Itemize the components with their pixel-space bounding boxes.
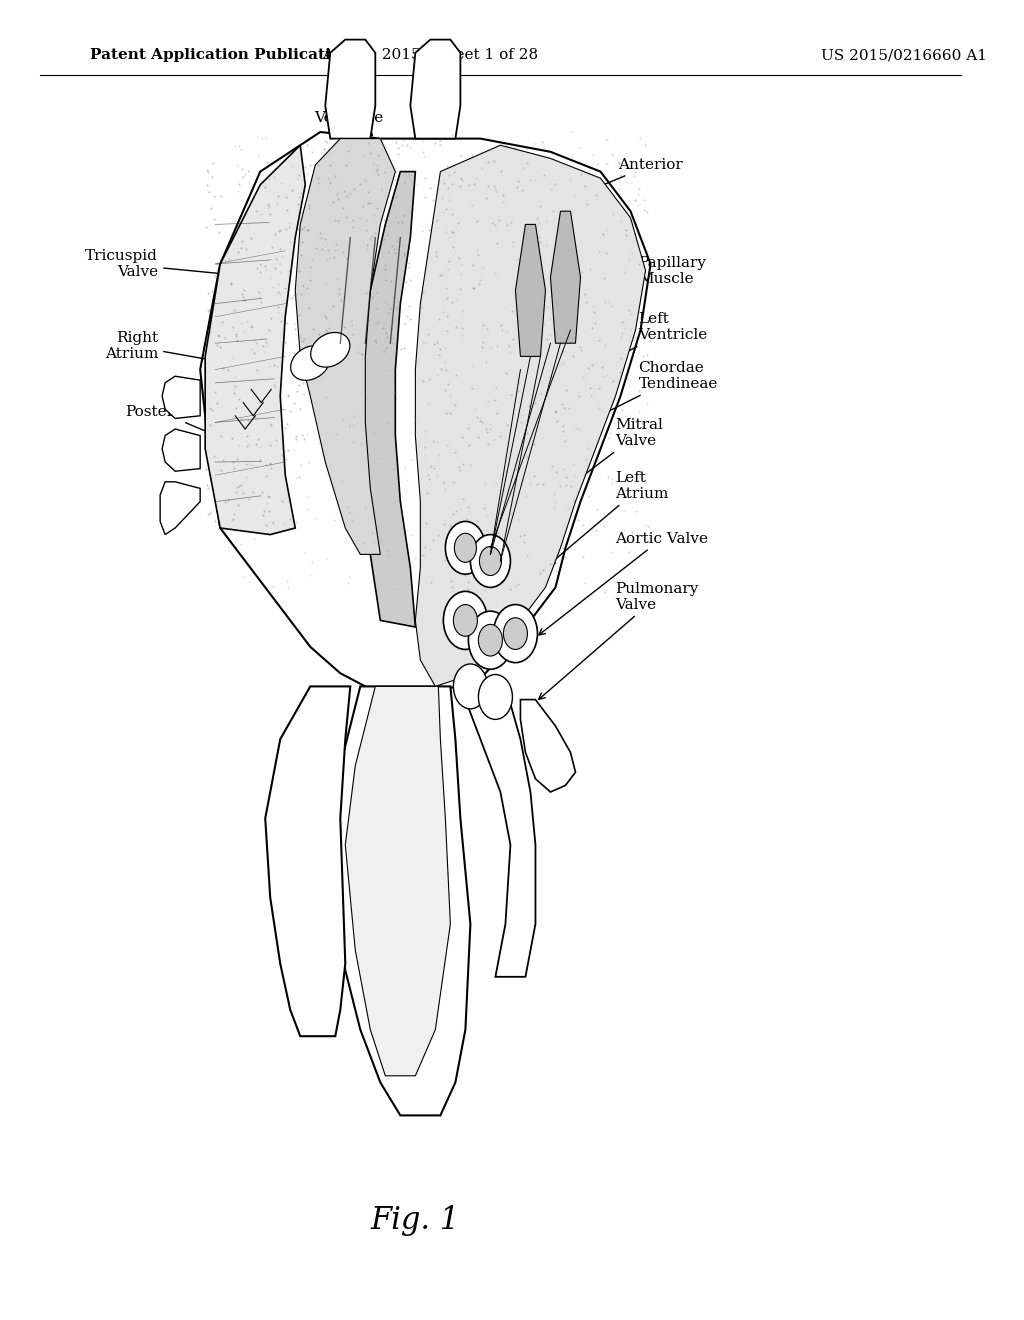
Polygon shape <box>416 145 645 686</box>
Text: Pulmonary
Valve: Pulmonary Valve <box>539 582 699 700</box>
Polygon shape <box>265 686 350 1036</box>
Text: Papillary
Muscle: Papillary Muscle <box>567 256 707 313</box>
Polygon shape <box>326 40 376 139</box>
Circle shape <box>468 611 512 669</box>
Text: Fig. 1: Fig. 1 <box>371 1205 460 1237</box>
Text: Anterior: Anterior <box>569 158 683 199</box>
Text: Patent Application Publication: Patent Application Publication <box>90 49 352 62</box>
Circle shape <box>504 618 527 649</box>
Polygon shape <box>162 429 200 471</box>
Polygon shape <box>200 132 650 693</box>
Polygon shape <box>160 482 200 535</box>
Text: Left
Ventricle: Left Ventricle <box>572 313 708 380</box>
Circle shape <box>479 546 502 576</box>
Ellipse shape <box>291 346 330 380</box>
Text: Right
Atrium: Right Atrium <box>104 331 276 374</box>
Text: Left
Atrium: Left Atrium <box>549 471 669 565</box>
Circle shape <box>470 535 510 587</box>
Polygon shape <box>461 686 536 977</box>
Text: Right
Ventricle: Right Ventricle <box>313 95 383 136</box>
Circle shape <box>443 591 487 649</box>
Text: Tricuspid
Valve: Tricuspid Valve <box>85 249 281 282</box>
Circle shape <box>494 605 538 663</box>
Circle shape <box>455 533 476 562</box>
Circle shape <box>478 624 503 656</box>
Text: US 2015/0216660 A1: US 2015/0216660 A1 <box>820 49 987 62</box>
Polygon shape <box>205 145 305 535</box>
Polygon shape <box>295 139 395 554</box>
Circle shape <box>445 521 485 574</box>
Polygon shape <box>411 40 461 139</box>
Text: Posterior: Posterior <box>125 405 268 458</box>
Circle shape <box>454 664 487 709</box>
Polygon shape <box>331 686 470 1115</box>
Text: Aug. 6, 2015   Sheet 1 of 28: Aug. 6, 2015 Sheet 1 of 28 <box>323 49 539 62</box>
Ellipse shape <box>310 333 350 367</box>
Polygon shape <box>520 700 575 792</box>
Text: Aortic Valve: Aortic Valve <box>539 532 709 635</box>
Polygon shape <box>345 686 451 1076</box>
Polygon shape <box>162 376 200 418</box>
Polygon shape <box>551 211 581 343</box>
Circle shape <box>478 675 512 719</box>
Circle shape <box>454 605 477 636</box>
Polygon shape <box>515 224 546 356</box>
Text: Mitral
Valve: Mitral Valve <box>549 418 664 502</box>
Text: Chordae
Tendineae: Chordae Tendineae <box>569 362 718 432</box>
Polygon shape <box>355 172 416 627</box>
